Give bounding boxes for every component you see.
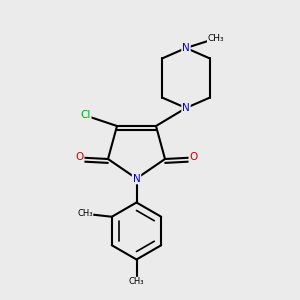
Text: N: N (182, 103, 190, 113)
Text: O: O (189, 152, 198, 163)
Text: O: O (75, 152, 84, 163)
Text: Cl: Cl (80, 110, 91, 121)
Text: N: N (182, 43, 190, 53)
Text: CH₃: CH₃ (208, 34, 224, 43)
Text: CH₃: CH₃ (77, 209, 93, 218)
Text: CH₃: CH₃ (129, 278, 144, 286)
Text: N: N (133, 173, 140, 184)
